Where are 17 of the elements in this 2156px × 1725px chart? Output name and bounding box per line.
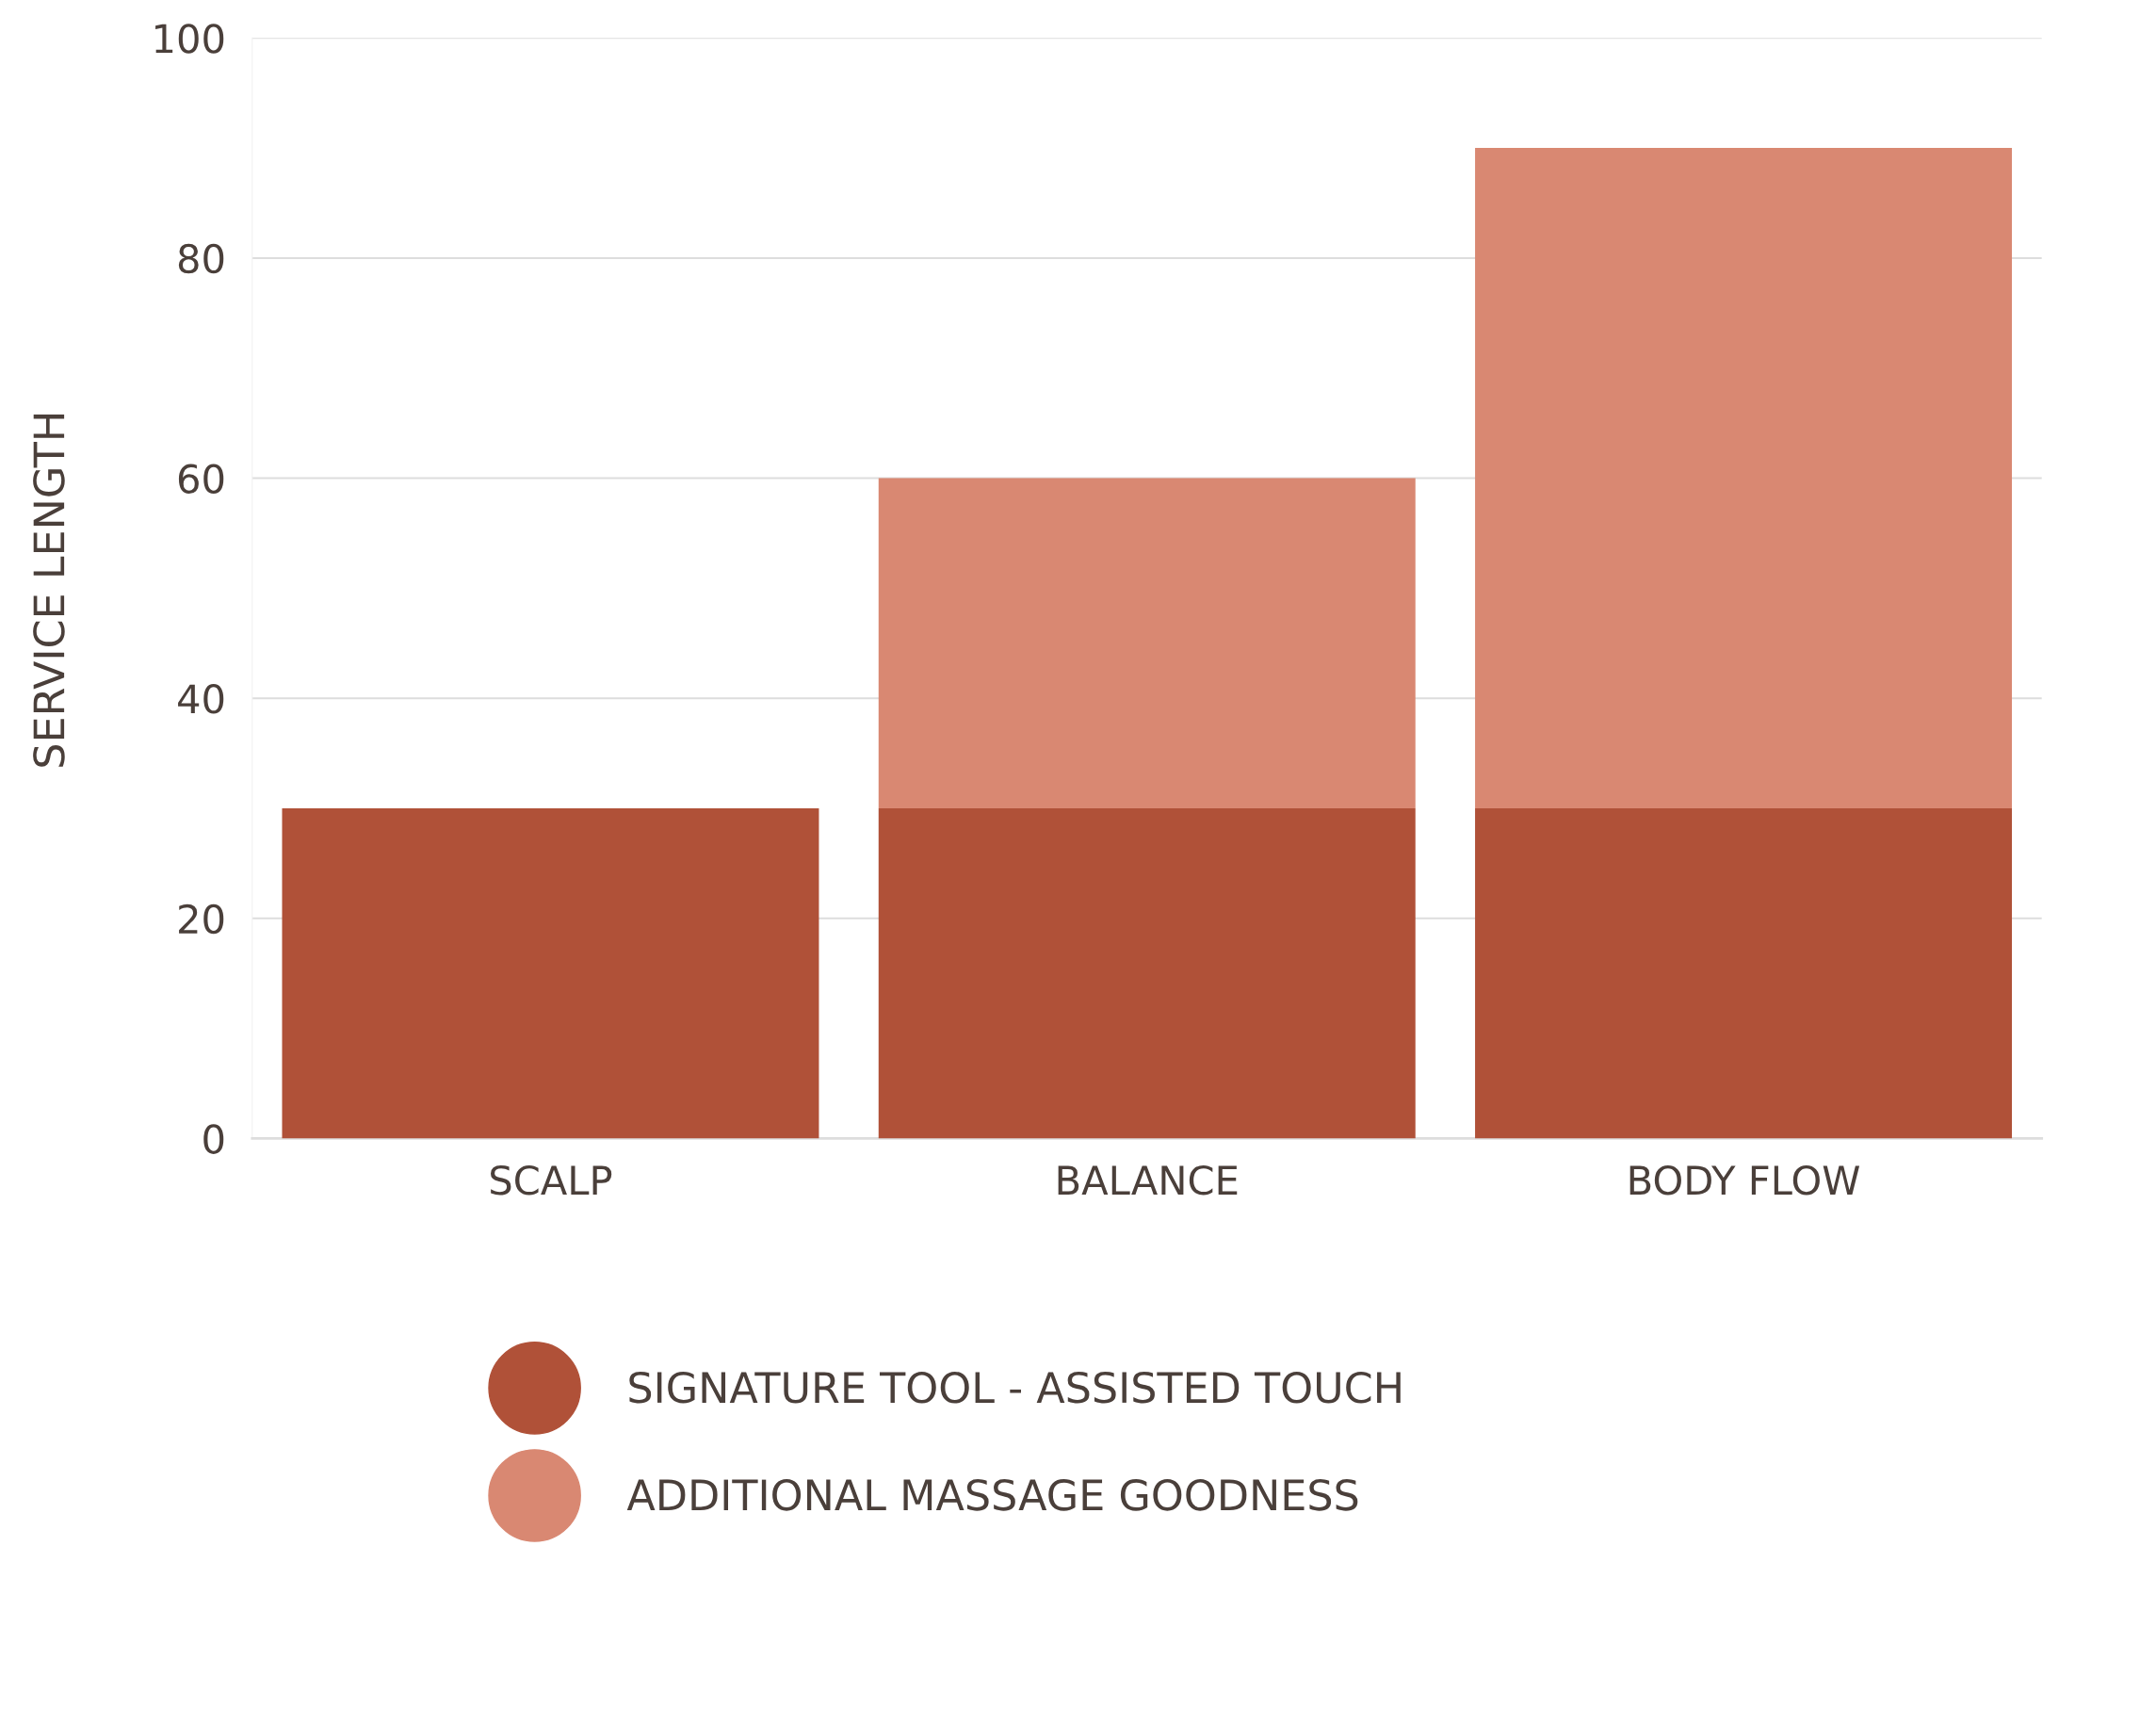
y-axis-title: SERVICE LENGTH [33,415,65,767]
x-tick-label: BODY FLOW [1629,1164,1860,1196]
y-tick-label: 100 [155,24,224,54]
x-tick-label: BALANCE [1058,1164,1238,1196]
bar [1475,148,2013,809]
bar [282,808,819,1139]
bar [878,478,1416,809]
x-tick-label: SCALP [491,1164,612,1196]
legend-label: ADDITIONAL MASSAGE GOODNESS [626,1479,1358,1511]
y-tick-label: 40 [178,684,224,714]
legend-label: SIGNATURE TOOL - ASSISTED TOUCH [629,1371,1401,1404]
y-tick-label: 20 [179,903,224,935]
bar [1475,808,2013,1139]
y-tick-label: 0 [203,1124,224,1154]
y-tick-label: 60 [178,464,224,494]
y-tick-label: 80 [178,243,224,274]
bar [878,808,1416,1139]
